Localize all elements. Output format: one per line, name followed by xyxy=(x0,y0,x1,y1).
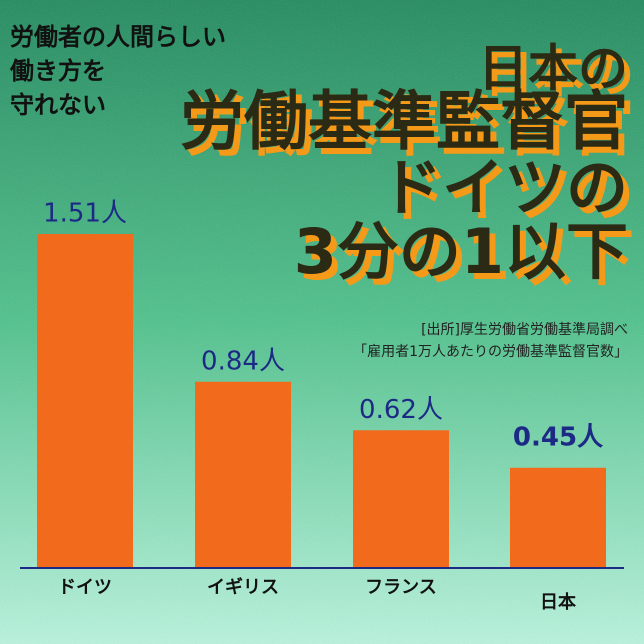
title-shadow: 日本の xyxy=(484,46,634,104)
chart-title: 日本の xyxy=(478,40,628,98)
x-tick-label: 日本 xyxy=(540,591,576,613)
subtitle: 労働者の人間らしい xyxy=(10,23,226,51)
title-shadow: ドイツの xyxy=(386,157,634,230)
value-label: 0.62人 xyxy=(359,395,443,425)
source: [出所]厚生労働省労働基準局調べ xyxy=(421,321,628,338)
value-label: 0.84人 xyxy=(201,346,285,376)
subtitle: 働き方を xyxy=(9,57,106,85)
chart-title: 労働基準監督官 xyxy=(180,86,628,160)
bar xyxy=(37,234,133,567)
x-tick-label: イギリス xyxy=(207,577,279,598)
bar xyxy=(195,381,291,567)
title-shadow: 3分の1以下 xyxy=(300,221,634,294)
source: 「雇用者1万人あたりの労働基準監督官数」 xyxy=(353,343,628,360)
chart-title: 3分の1以下 xyxy=(294,215,628,288)
chart-title: ドイツの xyxy=(380,151,628,224)
x-tick-label: ドイツ xyxy=(58,577,112,598)
bar xyxy=(510,467,606,567)
subtitle: 守れない xyxy=(10,91,106,119)
bar xyxy=(353,430,449,567)
title-shadow: 労働基準監督官 xyxy=(186,92,634,166)
value-label: 1.51人 xyxy=(43,199,127,229)
value-label: 0.45人 xyxy=(513,422,603,452)
x-tick-label: フランス xyxy=(365,577,437,598)
